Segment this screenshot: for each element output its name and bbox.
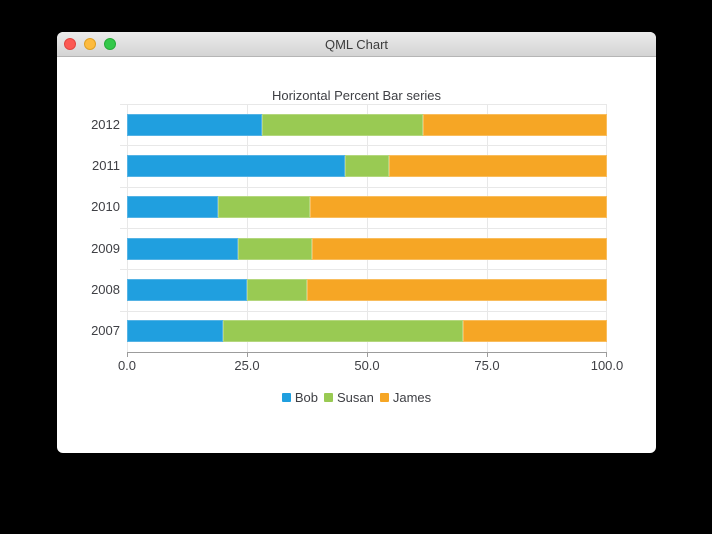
legend-marker-bob xyxy=(281,393,291,402)
bar-row-2011 xyxy=(127,155,607,177)
category-label-2008: 2008 xyxy=(91,282,120,297)
window-titlebar[interactable]: QML Chart xyxy=(57,32,656,57)
window-title: QML Chart xyxy=(324,36,389,52)
legend-marker-james xyxy=(379,393,389,402)
bar-segment-james-2011[interactable] xyxy=(389,155,607,177)
bar-row-2010 xyxy=(127,196,607,219)
bar-segment-bob-2007[interactable] xyxy=(127,320,223,343)
bar-segment-bob-2008[interactable] xyxy=(127,279,247,301)
bar-segment-susan-2007[interactable] xyxy=(223,320,463,343)
legend-label-susan: Susan xyxy=(336,390,374,405)
bar-segment-james-2009[interactable] xyxy=(311,237,607,260)
app-window: QML Chart Horizontal Percent Bar series … xyxy=(57,32,656,453)
bar-segment-susan-2012[interactable] xyxy=(262,113,423,136)
bar-row-2008 xyxy=(127,279,607,301)
bar-segment-james-2012[interactable] xyxy=(422,113,607,136)
bar-segment-james-2007[interactable] xyxy=(463,320,607,343)
bar-segment-bob-2012[interactable] xyxy=(127,113,263,136)
value-axis-tick xyxy=(127,352,128,357)
legend-label-bob: Bob xyxy=(294,390,318,405)
close-button[interactable] xyxy=(64,38,76,50)
value-axis-tick xyxy=(247,352,248,357)
legend-item-susan: Susan xyxy=(323,390,374,405)
value-axis-tick xyxy=(367,352,368,357)
category-label-2010: 2010 xyxy=(91,199,120,215)
value-axis-tick-label: 75.0 xyxy=(474,358,500,373)
gridline-horizontal xyxy=(120,228,607,229)
bar-segment-bob-2009[interactable] xyxy=(127,237,238,260)
category-label-2007: 2007 xyxy=(91,323,120,339)
bar-segment-susan-2010[interactable] xyxy=(218,196,310,219)
value-axis-tick-label: 25.0 xyxy=(234,358,260,373)
bar-row-2007 xyxy=(127,320,607,343)
gridline-horizontal xyxy=(120,104,607,105)
legend: Bob Susan James xyxy=(57,390,656,405)
bar-row-2012 xyxy=(127,113,607,136)
bar-segment-bob-2011[interactable] xyxy=(127,155,346,177)
gridline-horizontal xyxy=(120,310,607,312)
bar-segment-bob-2010[interactable] xyxy=(127,196,219,219)
value-axis-tick xyxy=(487,352,488,357)
category-label-2011: 2011 xyxy=(92,158,120,173)
bar-segment-susan-2008[interactable] xyxy=(247,279,307,301)
bar-segment-susan-2011[interactable] xyxy=(345,155,390,177)
category-label-2012: 2012 xyxy=(91,116,120,132)
bar-segment-james-2008[interactable] xyxy=(307,279,607,301)
category-label-2009: 2009 xyxy=(91,240,120,256)
value-axis-tick-label: 50.0 xyxy=(354,358,380,373)
legend-label-james: James xyxy=(392,390,432,405)
bar-segment-susan-2009[interactable] xyxy=(237,237,312,260)
zoom-button[interactable] xyxy=(104,38,116,50)
value-axis-tick-label: 100.0 xyxy=(590,358,624,373)
gridline-horizontal xyxy=(120,269,607,271)
bar-segment-james-2010[interactable] xyxy=(309,196,607,219)
gridline-horizontal xyxy=(120,145,607,147)
gridline-horizontal xyxy=(120,186,607,188)
value-axis-tick xyxy=(606,352,607,357)
legend-marker-susan xyxy=(323,393,333,402)
plot-area xyxy=(120,104,607,352)
legend-item-bob: Bob xyxy=(281,390,318,405)
bar-row-2009 xyxy=(127,237,607,260)
legend-item-james: James xyxy=(379,390,432,405)
minimize-button[interactable] xyxy=(84,38,96,50)
window-controls xyxy=(64,38,116,50)
chart-title: Horizontal Percent Bar series xyxy=(271,88,442,103)
value-axis-tick-label: 0.0 xyxy=(117,358,137,373)
